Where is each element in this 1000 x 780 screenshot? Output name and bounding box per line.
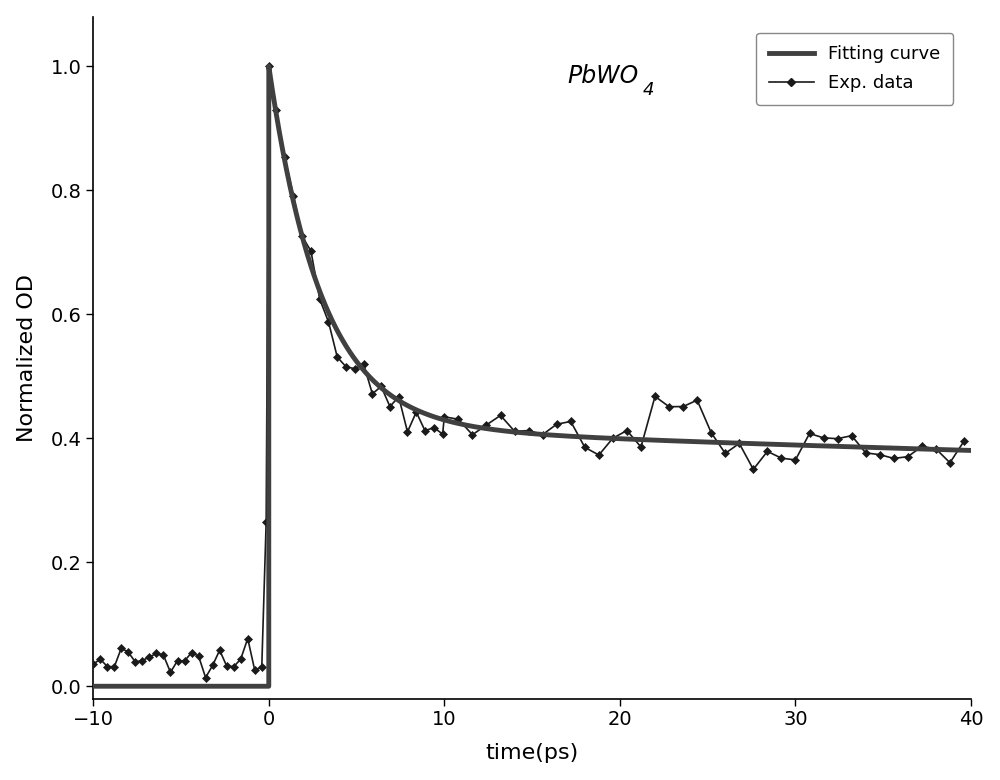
Line: Fitting curve: Fitting curve	[93, 66, 971, 686]
Y-axis label: Normalized OD: Normalized OD	[17, 274, 37, 441]
Exp. data	[270, 105, 282, 115]
Exp. data	[958, 437, 970, 446]
Fitting curve	[932, 445, 944, 454]
Legend: Fitting curve, Exp. data: Fitting curve, Exp. data	[756, 33, 953, 105]
Fitting curve	[87, 682, 99, 691]
Fitting curve	[744, 439, 756, 448]
Exp. data	[279, 152, 291, 161]
Text: PbWO: PbWO	[567, 65, 638, 88]
Text: 4: 4	[643, 81, 654, 100]
Exp. data	[263, 62, 275, 71]
Exp. data	[419, 426, 431, 435]
Exp. data	[305, 246, 317, 256]
Fitting curve	[263, 62, 275, 71]
Exp. data	[186, 648, 198, 658]
Exp. data	[916, 441, 928, 451]
Exp. data	[87, 660, 99, 669]
Fitting curve	[659, 436, 671, 445]
X-axis label: time(ps): time(ps)	[486, 743, 579, 764]
Line: Exp. data: Exp. data	[90, 63, 967, 681]
Fitting curve	[287, 197, 299, 206]
Fitting curve	[965, 446, 977, 456]
Fitting curve	[246, 682, 258, 691]
Exp. data	[200, 673, 212, 682]
Fitting curve	[757, 439, 769, 448]
